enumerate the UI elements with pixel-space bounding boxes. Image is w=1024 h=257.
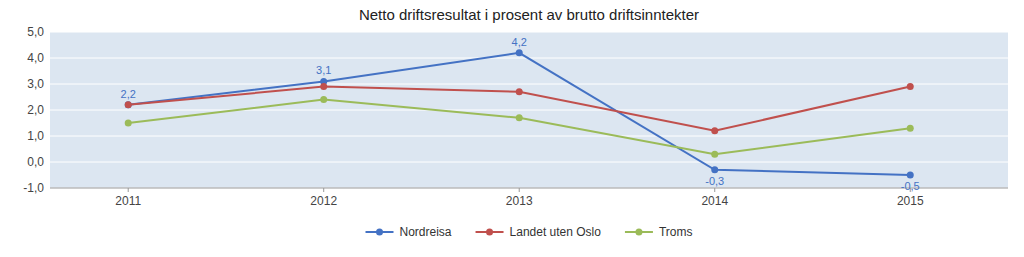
grid-line xyxy=(50,162,1008,163)
series-point xyxy=(320,83,327,90)
series-point xyxy=(907,83,914,90)
legend-item: Troms xyxy=(625,225,693,239)
legend-item: Landet uten Oslo xyxy=(476,225,602,239)
series-point xyxy=(516,88,523,95)
x-tick xyxy=(323,188,324,192)
grid-line xyxy=(50,136,1008,137)
grid-line xyxy=(50,188,1008,189)
data-label: -0,3 xyxy=(705,175,724,187)
data-label: 2,2 xyxy=(121,88,136,100)
legend-marker xyxy=(486,229,493,236)
x-tick xyxy=(519,188,520,192)
series-point xyxy=(125,101,132,108)
x-tick-label: 2011 xyxy=(115,194,141,208)
data-label: 3,1 xyxy=(316,64,331,76)
x-tick-label: 2013 xyxy=(506,194,533,208)
plot-background xyxy=(50,32,1008,188)
y-tick-label: 4,0 xyxy=(27,51,44,65)
title: Netto driftsresultat i prosent av brutto… xyxy=(359,6,699,23)
x-tick xyxy=(128,188,129,192)
series-point xyxy=(125,101,132,108)
series-group xyxy=(125,49,914,178)
legend-item: Nordreisa xyxy=(366,225,452,239)
series-line xyxy=(128,53,910,175)
chart: Netto driftsresultat i prosent av brutto… xyxy=(0,0,1024,257)
x-tick-label: 2015 xyxy=(897,194,924,208)
series-point xyxy=(711,127,718,134)
y-tick-label: 5,0 xyxy=(27,25,44,39)
series-point xyxy=(125,120,132,127)
grid-line xyxy=(50,84,1008,85)
legend-marker xyxy=(376,229,383,236)
legend-label: Landet uten Oslo xyxy=(510,225,602,239)
grid-line xyxy=(50,110,1008,111)
data-label: -0,5 xyxy=(901,180,920,192)
series-point xyxy=(711,151,718,158)
x-axis-line xyxy=(50,188,1008,189)
x-tick xyxy=(714,188,715,192)
y-tick-label: 1,0 xyxy=(27,129,44,143)
y-tick-label: 2,0 xyxy=(27,103,44,117)
y-tick-label: -1,0 xyxy=(23,181,44,195)
series-point xyxy=(516,49,523,56)
series-line xyxy=(128,100,910,155)
legend: Nordreisa Landet uten Oslo Troms xyxy=(366,225,693,239)
grid-line xyxy=(50,32,1008,33)
legend-marker xyxy=(635,229,642,236)
x-tick-label: 2014 xyxy=(701,194,728,208)
legend-label: Troms xyxy=(659,225,693,239)
series-point xyxy=(711,166,718,173)
y-tick-label: 3,0 xyxy=(27,77,44,91)
series-point xyxy=(320,96,327,103)
series-point xyxy=(907,172,914,179)
series-point xyxy=(516,114,523,121)
data-label: 4,2 xyxy=(512,36,527,48)
y-tick-label: 0,0 xyxy=(27,155,44,169)
series-point xyxy=(907,125,914,132)
legend-label: Nordreisa xyxy=(400,225,452,239)
x-tick-label: 2012 xyxy=(310,194,337,208)
